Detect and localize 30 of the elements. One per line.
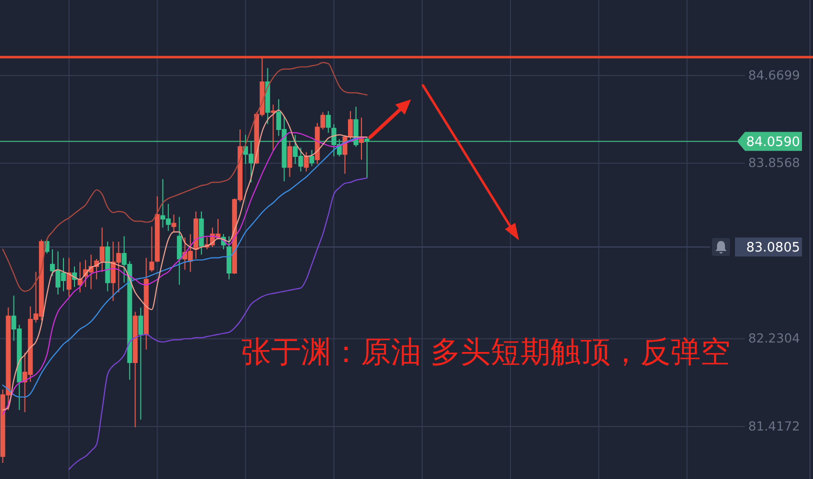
ref-line-label: 84.0590	[746, 134, 800, 150]
candlestick	[198, 210, 204, 256]
candlestick	[66, 257, 72, 298]
line-series	[2, 62, 368, 292]
candlestick	[149, 226, 154, 272]
candlestick	[105, 241, 110, 292]
candlestick	[287, 140, 292, 178]
y-tick-label: 82.2304	[748, 330, 800, 346]
candlestick	[309, 149, 314, 167]
candlestick	[348, 110, 353, 140]
candlestick	[78, 262, 82, 293]
candlestick	[171, 214, 176, 232]
candlestick	[138, 306, 144, 420]
y-tick-label: 81.4172	[748, 418, 800, 434]
y-tick-label: 84.6699	[748, 68, 800, 83]
candlestick	[176, 216, 182, 286]
ref-line-label: 83.0805	[746, 240, 800, 256]
y-tick-label: 83.8568	[748, 155, 800, 170]
annotation: 张于渊：原油 多头短期触顶，反弹空	[241, 335, 731, 370]
candlestick	[132, 311, 138, 428]
candlestick	[50, 248, 55, 277]
candlestick	[144, 257, 149, 350]
candlestick	[326, 110, 331, 134]
candlestick	[270, 104, 276, 152]
candlestick	[154, 196, 160, 263]
candlestick	[265, 67, 270, 125]
candlestick	[193, 210, 198, 260]
candlestick	[226, 236, 232, 280]
candlestick	[359, 117, 364, 160]
candlestick	[304, 152, 309, 172]
